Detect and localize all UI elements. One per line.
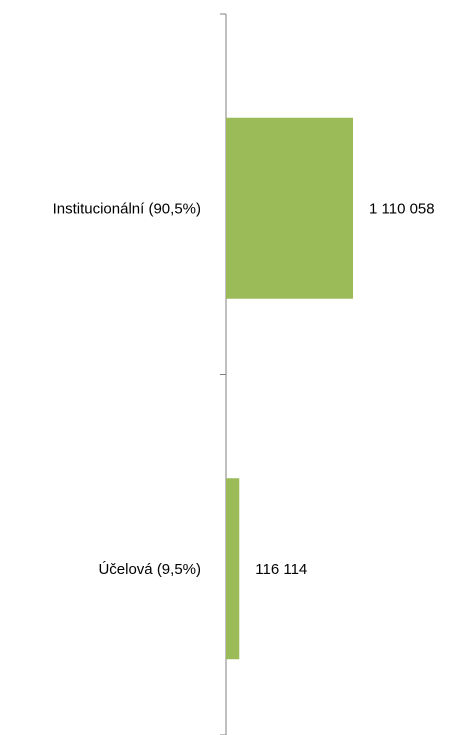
category-label: Účelová (9,5%): [98, 561, 201, 578]
plot-area: Institucionální (90,5%) Účelová (9,5%) 1…: [53, 13, 435, 735]
data-label: 116 114: [255, 561, 307, 578]
category-label: Institucionální (90,5%): [53, 200, 201, 217]
bar-ucelova: [226, 478, 240, 660]
bar-institucionalni: [226, 117, 353, 299]
data-label: 1 110 058: [369, 200, 435, 217]
